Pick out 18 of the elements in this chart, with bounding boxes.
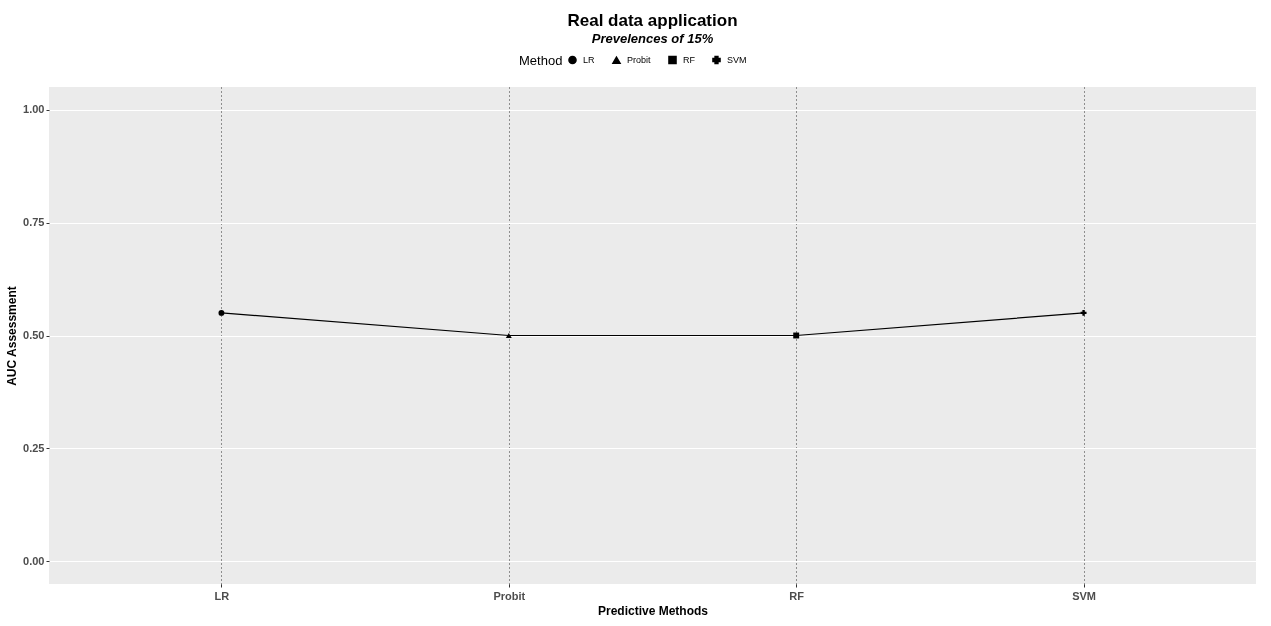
y-tick-label: 0.00 bbox=[23, 554, 45, 567]
x-tick-label: SVM bbox=[1072, 589, 1096, 602]
y-tick-label: 0.75 bbox=[23, 216, 45, 229]
x-tick-label: Probit bbox=[493, 589, 526, 602]
legend-title: Method bbox=[519, 53, 563, 68]
x-axis-title: Predictive Methods bbox=[597, 603, 709, 618]
legend-label: RF bbox=[683, 54, 696, 65]
x-tick-label: LR bbox=[214, 589, 230, 602]
chart-title: Real data application bbox=[567, 11, 738, 30]
legend-label: LR bbox=[583, 54, 596, 65]
legend-label: SVM bbox=[727, 54, 747, 65]
x-tick-label: RF bbox=[789, 589, 805, 602]
y-tick-label: 0.25 bbox=[23, 441, 45, 454]
y-tick-label: 1.00 bbox=[23, 103, 45, 116]
y-tick-label: 0.50 bbox=[23, 329, 45, 341]
legend-label: Probit bbox=[627, 55, 652, 66]
y-axis-title: AUC Assessment bbox=[5, 286, 20, 386]
chart-subtitle: Prevelences of 15% bbox=[591, 31, 714, 46]
